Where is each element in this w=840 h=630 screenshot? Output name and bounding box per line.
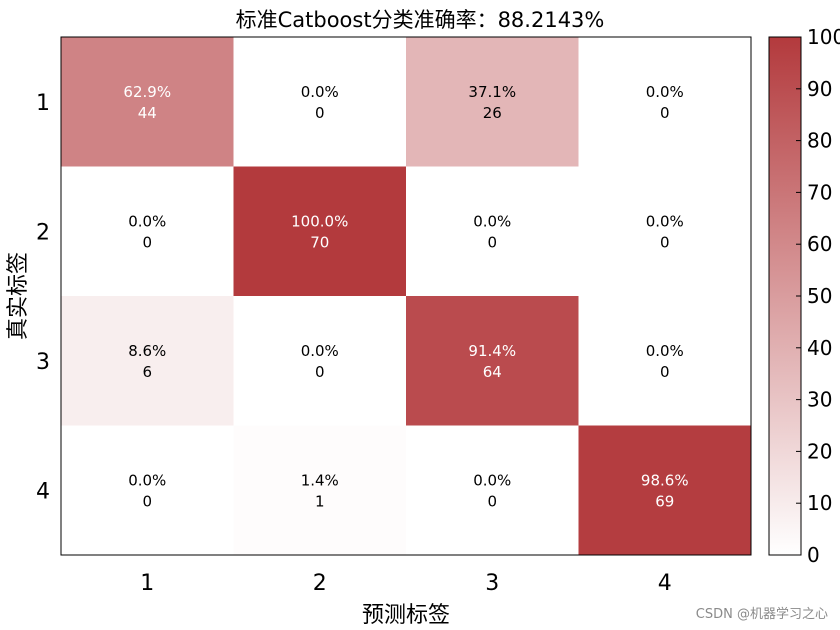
cell-count-label-r4-c4: 69 [655, 492, 674, 510]
colorbar-tick-label-10: 10 [807, 491, 832, 515]
cell-percent-label-r1-c2: 0.0% [301, 83, 339, 101]
heatmap-cell-r4-c4 [578, 425, 751, 555]
heatmap-cell-r4-c2 [233, 425, 406, 555]
heatmap-cell-r1-c1 [61, 37, 234, 167]
y-tick-label-1: 1 [36, 91, 50, 116]
cell-count-label-r2-c4: 0 [660, 233, 670, 251]
heatmap-cell-r3-c3 [406, 296, 579, 426]
cell-count-label-r1-c2: 0 [315, 104, 325, 122]
colorbar-tick-label-0: 0 [807, 543, 820, 567]
cell-percent-label-r4-c1: 0.0% [128, 471, 166, 489]
y-axis-label: 真实标签 [6, 252, 31, 340]
cell-percent-label-r4-c2: 1.4% [301, 471, 339, 489]
watermark: CSDN @机器学习之心 [695, 607, 828, 622]
colorbar-tick-label-50: 50 [807, 284, 832, 308]
cell-percent-label-r2-c3: 0.0% [473, 212, 511, 230]
y-axis-ticks: 1 2 3 4 [36, 91, 50, 505]
cell-percent-label-r1-c3: 37.1% [468, 83, 516, 101]
y-tick-label-2: 2 [36, 220, 50, 245]
colorbar-tick-label-60: 60 [807, 232, 832, 256]
cell-percent-label-r3-c2: 0.0% [301, 342, 339, 360]
cell-count-label-r3-c3: 64 [483, 363, 502, 381]
colorbar-ticks: 0 10 20 30 40 50 60 70 80 90 100 [796, 25, 840, 567]
cell-count-label-r1-c4: 0 [660, 104, 670, 122]
heatmap-cell-r3-c1 [61, 296, 234, 426]
x-tick-label-2: 2 [313, 571, 327, 596]
cell-percent-label-r1-c1: 62.9% [123, 83, 171, 101]
colorbar-tick-label-40: 40 [807, 336, 832, 360]
colorbar-tick-label-80: 80 [807, 129, 832, 153]
cell-count-label-r2-c2: 70 [310, 233, 329, 251]
heatmap-cell-r2-c1 [61, 166, 234, 296]
cell-count-label-r3-c1: 6 [142, 363, 152, 381]
colorbar-tick-label-90: 90 [807, 77, 832, 101]
colorbar-tick-label-30: 30 [807, 388, 832, 412]
cell-percent-label-r4-c4: 98.6% [641, 471, 689, 489]
heatmap-cell-r1-c4 [578, 37, 751, 167]
cell-percent-label-r3-c3: 91.4% [468, 342, 516, 360]
heatmap-cell-labels: 62.9%440.0%037.1%260.0%00.0%0100.0%700.0… [123, 83, 688, 511]
x-axis-label: 预测标签 [362, 603, 450, 628]
y-tick-label-3: 3 [36, 350, 50, 375]
x-tick-label-4: 4 [658, 571, 672, 596]
colorbar [768, 36, 802, 556]
heatmap-cell-r4-c3 [406, 425, 579, 555]
cell-count-label-r1-c3: 26 [483, 104, 502, 122]
cell-count-label-r3-c2: 0 [315, 363, 325, 381]
heatmap-cell-r1-c2 [233, 37, 406, 167]
cell-percent-label-r3-c1: 8.6% [128, 342, 166, 360]
x-tick-label-3: 3 [485, 571, 499, 596]
x-tick-label-1: 1 [140, 571, 154, 596]
cell-percent-label-r1-c4: 0.0% [646, 83, 684, 101]
colorbar-tick-label-20: 20 [807, 439, 832, 463]
cell-percent-label-r2-c4: 0.0% [646, 212, 684, 230]
x-axis-ticks: 1 2 3 4 [140, 571, 672, 596]
cell-count-label-r3-c4: 0 [660, 363, 670, 381]
heatmap-cell-r1-c3 [406, 37, 579, 167]
heatmap-cell-r2-c4 [578, 166, 751, 296]
y-tick-label-4: 4 [36, 479, 50, 504]
cell-percent-label-r2-c1: 0.0% [128, 212, 166, 230]
cell-count-label-r2-c1: 0 [142, 233, 152, 251]
heatmap-cell-r3-c4 [578, 296, 751, 426]
cell-percent-label-r4-c3: 0.0% [473, 471, 511, 489]
cell-count-label-r4-c1: 0 [142, 492, 152, 510]
heatmap-cells [61, 37, 751, 555]
plot-frame [60, 36, 752, 556]
cell-count-label-r4-c3: 0 [487, 492, 497, 510]
heatmap-cell-r2-c2 [233, 166, 406, 296]
heatmap-cell-r4-c1 [61, 425, 234, 555]
cell-percent-label-r3-c4: 0.0% [646, 342, 684, 360]
chart-title: 标准Catboost分类准确率：88.2143% [235, 8, 605, 32]
cell-count-label-r2-c3: 0 [487, 233, 497, 251]
heatmap-cell-r2-c3 [406, 166, 579, 296]
colorbar-tick-label-100: 100 [807, 25, 840, 49]
cell-percent-label-r2-c2: 100.0% [291, 212, 348, 230]
cell-count-label-r1-c1: 44 [138, 104, 157, 122]
heatmap-cell-r3-c2 [233, 296, 406, 426]
cell-count-label-r4-c2: 1 [315, 492, 325, 510]
colorbar-tick-label-70: 70 [807, 180, 832, 204]
